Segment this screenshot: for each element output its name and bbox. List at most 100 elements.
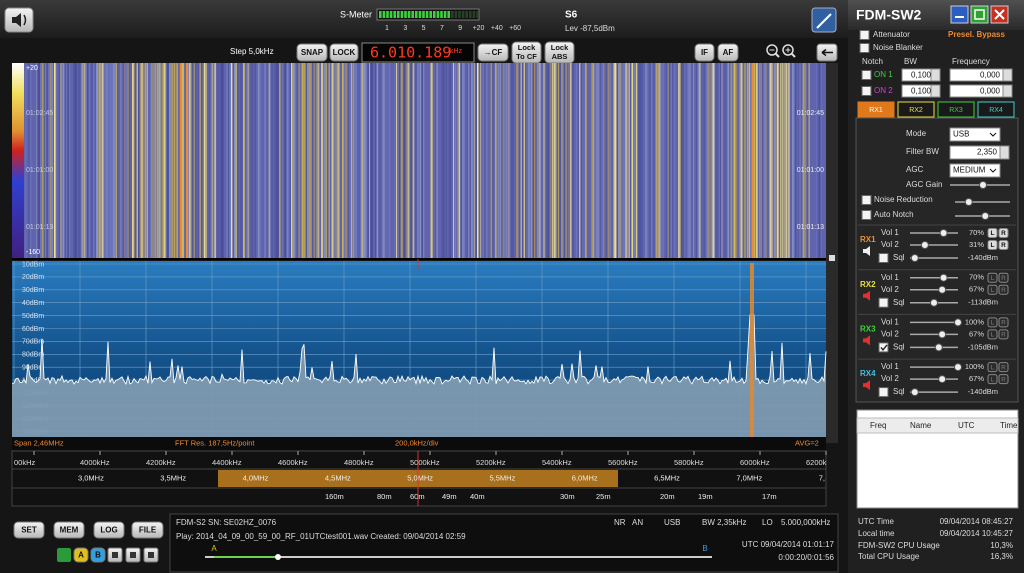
function-button[interactable] <box>93 521 125 539</box>
rx-speaker[interactable] <box>863 380 870 391</box>
maximize-button[interactable] <box>970 5 989 24</box>
a-button-label: A <box>78 551 84 560</box>
notch-check[interactable] <box>861 86 872 96</box>
waterfall-stripe <box>561 63 563 258</box>
lr-button[interactable] <box>998 284 1009 295</box>
lr-button[interactable] <box>987 362 998 373</box>
zoom-icon[interactable] <box>766 44 778 56</box>
notch-freq-spin[interactable] <box>1002 68 1013 82</box>
waterfall-stripe <box>124 63 126 258</box>
rx-vol-slider-thumb[interactable] <box>954 363 962 372</box>
filter-spin[interactable] <box>999 145 1010 160</box>
mode-select[interactable] <box>949 127 1001 142</box>
minimize-button[interactable] <box>950 5 969 24</box>
waterfall-stripe <box>85 63 87 258</box>
rx-vol-slider-thumb[interactable] <box>954 318 962 327</box>
rx-tab[interactable] <box>897 101 935 118</box>
notch-bw-spin[interactable] <box>930 68 941 82</box>
auto-notch-label: Auto Notch <box>874 210 914 219</box>
lr-button[interactable] <box>987 240 998 250</box>
rx-tab[interactable] <box>977 101 1015 118</box>
smeter-segment <box>404 11 407 18</box>
speaker-wave <box>23 14 27 26</box>
rx-vol-slider-thumb[interactable] <box>920 241 929 249</box>
lr-button[interactable] <box>987 272 998 283</box>
noise-reduction-check[interactable] <box>861 195 872 205</box>
frequency-value: 6.010.189 <box>370 44 451 62</box>
snap-button[interactable] <box>296 43 328 62</box>
notch-check[interactable] <box>861 70 872 80</box>
rx-vol-slider-thumb[interactable] <box>939 273 948 282</box>
waterfall-stripe <box>343 63 346 258</box>
rx-tab[interactable] <box>857 101 895 118</box>
af-button[interactable] <box>717 43 739 62</box>
lr-button[interactable] <box>998 317 1009 328</box>
snap-button-label: SNAP <box>301 48 324 57</box>
lr-button[interactable] <box>987 284 998 295</box>
waterfall-stripe <box>30 63 32 258</box>
rx-vol-slider-thumb[interactable] <box>938 330 947 339</box>
to-cf-button[interactable] <box>477 43 509 62</box>
rx-sql-check[interactable] <box>878 342 889 353</box>
if-button[interactable] <box>694 43 715 62</box>
waterfall-stripe <box>495 63 497 258</box>
waterfall-stripe <box>129 63 131 258</box>
auto-notch-check[interactable] <box>861 210 872 220</box>
waterfall-stripe <box>306 63 307 258</box>
zoom-icon[interactable] <box>782 44 794 56</box>
lr-button[interactable] <box>987 329 998 340</box>
lr-button[interactable] <box>987 374 998 385</box>
rx-vol-slider-thumb[interactable] <box>939 229 948 237</box>
rx-sql-check[interactable] <box>878 253 889 263</box>
rx-speaker[interactable] <box>863 290 870 301</box>
waterfall-scrollbar[interactable] <box>826 63 838 443</box>
lock-button[interactable] <box>329 43 359 62</box>
lr-button[interactable] <box>987 228 998 238</box>
waterfall-scroll-thumb[interactable] <box>829 255 835 261</box>
waterfall-stripe <box>450 63 452 258</box>
playback-thumb[interactable] <box>275 554 281 560</box>
function-button[interactable] <box>131 521 164 539</box>
freq-label: 5800kHz <box>674 458 704 467</box>
smeter-segment <box>418 11 422 18</box>
rx-sql-slider-thumb[interactable] <box>934 343 943 352</box>
noise-blanker-check[interactable] <box>859 43 870 53</box>
notch-freq-spin[interactable] <box>1002 84 1013 98</box>
rx-sql-check[interactable] <box>878 297 889 308</box>
rx-speaker[interactable] <box>863 246 870 256</box>
lr-button[interactable] <box>998 362 1009 373</box>
rx-tab[interactable] <box>937 101 975 118</box>
lr-button[interactable] <box>998 272 1009 283</box>
lr-button[interactable] <box>998 240 1009 250</box>
waterfall-stripe <box>252 63 254 258</box>
rx-sql-slider-thumb[interactable] <box>910 254 919 262</box>
waterfall-stripe <box>351 63 352 258</box>
b-button[interactable] <box>90 547 106 563</box>
agc-select[interactable] <box>949 163 1001 178</box>
waterfall-stripe <box>202 63 205 258</box>
rx-sql-slider-thumb[interactable] <box>930 298 938 307</box>
rx-vol-slider-thumb[interactable] <box>938 375 947 384</box>
waterfall-stripe <box>418 63 420 258</box>
lock-to-cf-button-line: Lock <box>518 43 536 52</box>
waterfall-stripe <box>658 63 661 258</box>
lr-button[interactable] <box>998 374 1009 385</box>
attenuator-check[interactable] <box>859 30 870 40</box>
notch-bw-spin[interactable] <box>930 84 941 98</box>
function-button[interactable] <box>13 521 45 539</box>
lr-button[interactable] <box>987 317 998 328</box>
lr-button[interactable] <box>998 329 1009 340</box>
a-button[interactable] <box>73 547 89 563</box>
function-button[interactable] <box>53 521 85 539</box>
auto-notch-slider-thumb[interactable] <box>981 212 990 220</box>
lr-button[interactable] <box>998 228 1009 238</box>
rx-sql-check[interactable] <box>878 387 889 398</box>
waterfall-stripe <box>87 63 90 258</box>
rx-speaker[interactable] <box>863 335 870 346</box>
rx-vol-slider-thumb[interactable] <box>938 285 947 294</box>
agc-gain-slider-thumb[interactable] <box>979 181 987 189</box>
rx-sql-slider-thumb[interactable] <box>910 388 919 397</box>
notch-freq-value: 0,000 <box>980 71 1001 80</box>
noise-reduction-slider-thumb[interactable] <box>964 198 973 206</box>
loop-button[interactable] <box>57 548 71 562</box>
